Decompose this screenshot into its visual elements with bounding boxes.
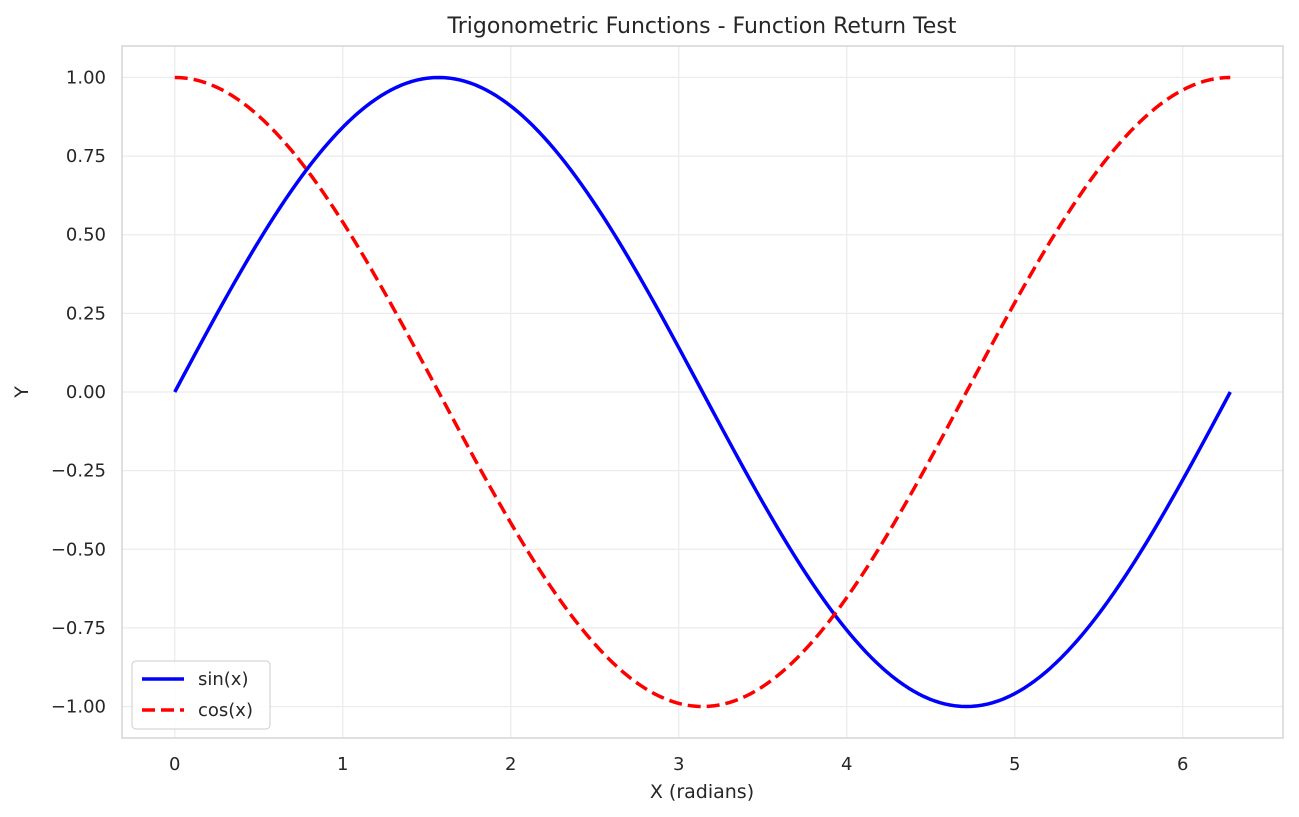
y-tick-label: 0.25 bbox=[66, 303, 106, 324]
legend-label-sin: sin(x) bbox=[198, 669, 248, 690]
y-tick-label: −0.75 bbox=[51, 618, 106, 639]
x-tick-label: 3 bbox=[673, 754, 684, 775]
series-line-sin bbox=[173, 75, 1232, 709]
y-tick-label: 1.00 bbox=[66, 67, 106, 88]
y-axis-label: Y bbox=[11, 386, 33, 399]
plot-frame bbox=[121, 45, 1284, 739]
legend: sin(x) cos(x) bbox=[131, 660, 271, 730]
legend-label-cos: cos(x) bbox=[198, 700, 253, 721]
x-tick-label: 5 bbox=[1009, 754, 1020, 775]
x-ticks-layer: 0 1 2 3 4 5 6 bbox=[169, 754, 1188, 775]
series-layer bbox=[173, 75, 1232, 709]
x-tick-label: 6 bbox=[1177, 754, 1188, 775]
x-tick-label: 4 bbox=[841, 754, 852, 775]
y-tick-label: −0.50 bbox=[51, 539, 106, 560]
y-tick-label: −0.25 bbox=[51, 461, 106, 482]
y-tick-label: 0.00 bbox=[66, 382, 106, 403]
series-line-cos bbox=[174, 75, 1231, 709]
y-ticks-layer: 1.00 0.75 0.50 0.25 0.00 −0.25 −0.50 −0.75 −1.00 bbox=[51, 67, 106, 717]
x-tick-label: 1 bbox=[337, 754, 348, 775]
y-tick-label: 0.50 bbox=[66, 225, 106, 246]
x-axis-label: X (radians) bbox=[650, 781, 754, 803]
x-tick-label: 2 bbox=[505, 754, 516, 775]
y-tick-label: 0.75 bbox=[66, 146, 106, 167]
x-tick-label: 0 bbox=[169, 754, 180, 775]
y-tick-label: −1.00 bbox=[51, 697, 106, 718]
chart-title: Trigonometric Functions - Function Retur… bbox=[447, 14, 957, 39]
